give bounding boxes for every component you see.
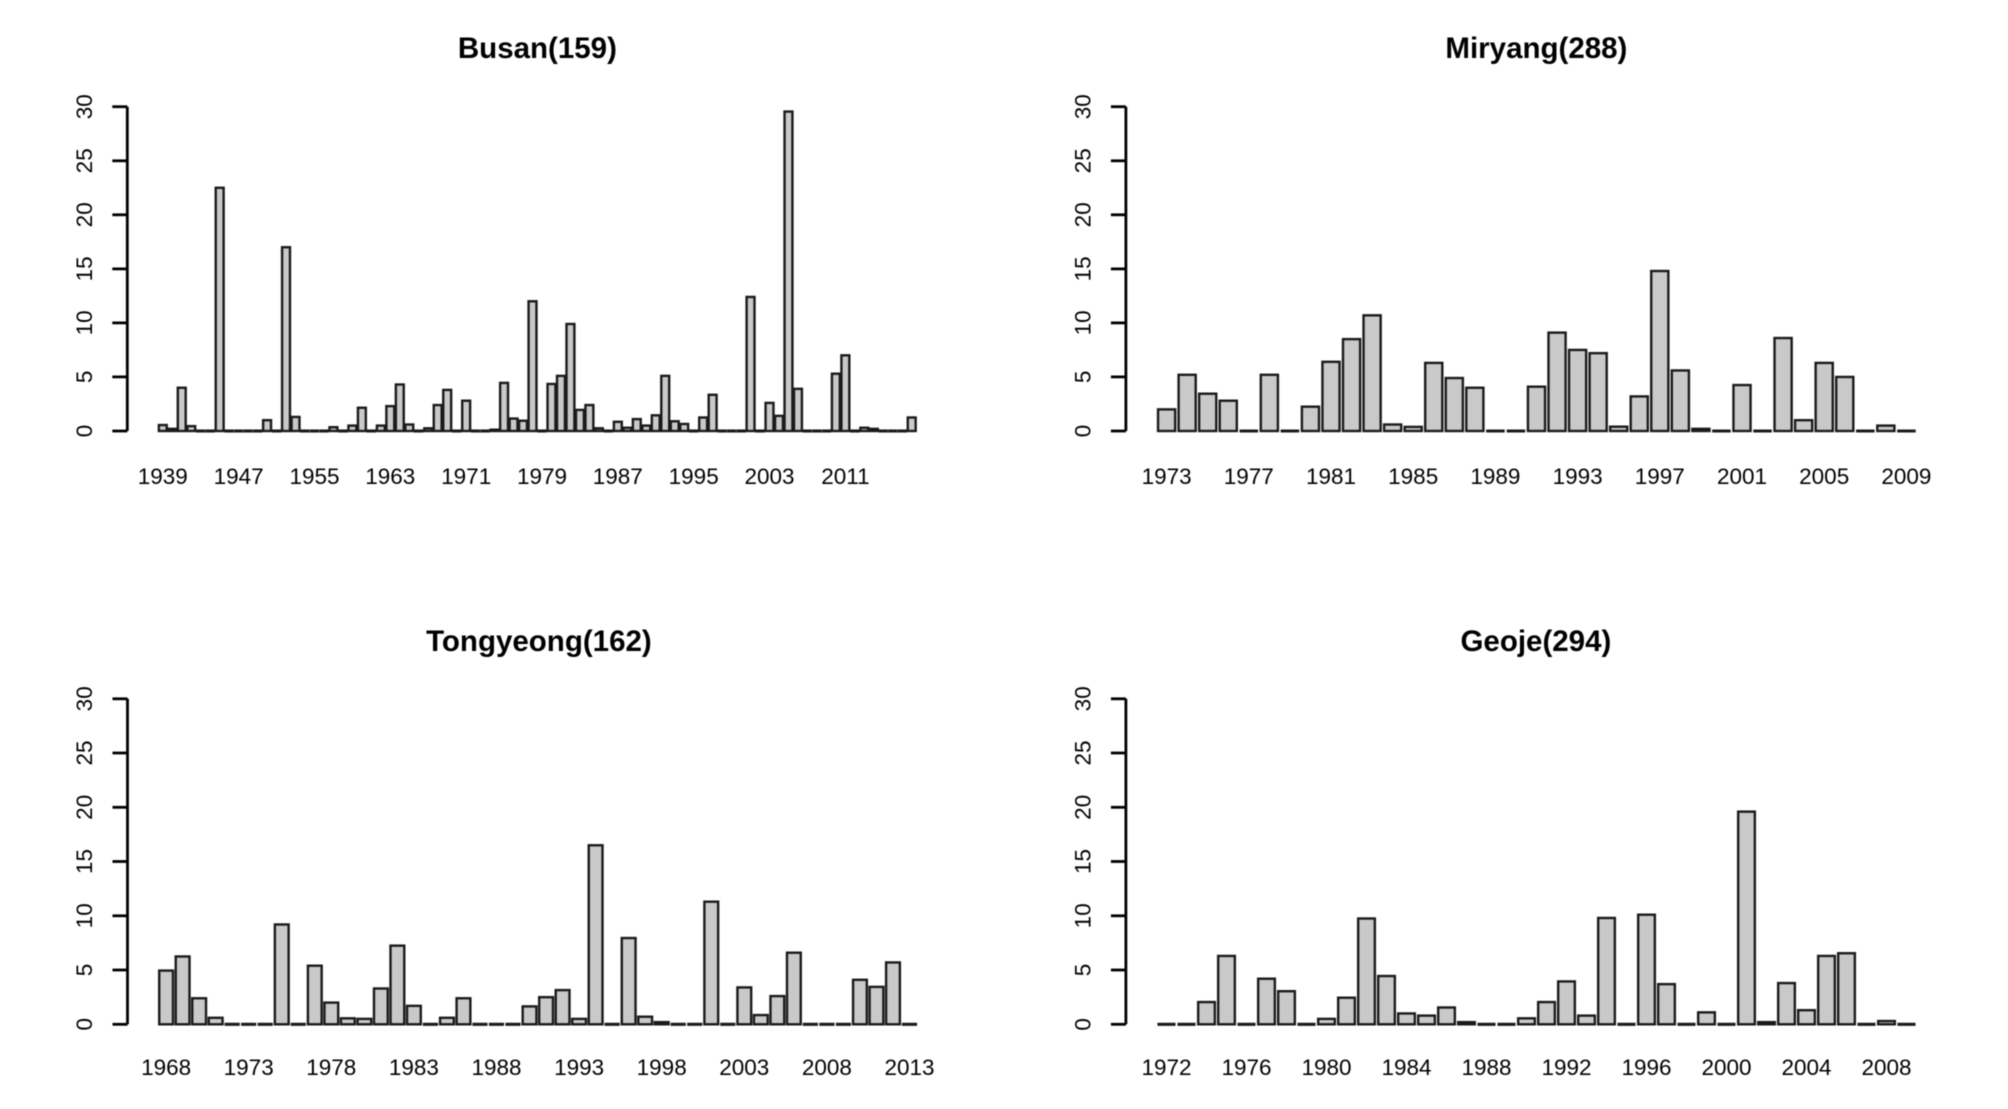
svg-text:Geoje(294): Geoje(294) <box>1460 625 1611 658</box>
svg-text:10: 10 <box>72 903 97 928</box>
svg-text:5: 5 <box>72 964 97 977</box>
svg-text:Miryang(288): Miryang(288) <box>1445 32 1627 65</box>
svg-text:1939: 1939 <box>138 464 188 489</box>
svg-text:20: 20 <box>1071 202 1096 227</box>
svg-text:25: 25 <box>1071 148 1096 173</box>
svg-text:1988: 1988 <box>471 1055 521 1080</box>
svg-text:1983: 1983 <box>389 1055 439 1080</box>
svg-text:10: 10 <box>1071 310 1096 335</box>
svg-text:1972: 1972 <box>1141 1055 1191 1080</box>
svg-text:1987: 1987 <box>593 464 643 489</box>
svg-text:15: 15 <box>72 256 97 281</box>
svg-text:2011: 2011 <box>821 464 869 489</box>
svg-text:30: 30 <box>72 94 97 119</box>
svg-text:5: 5 <box>1071 371 1096 384</box>
svg-text:25: 25 <box>1071 740 1096 765</box>
svg-text:1985: 1985 <box>1388 464 1438 489</box>
svg-text:2003: 2003 <box>744 464 794 489</box>
svg-text:1993: 1993 <box>554 1055 604 1080</box>
svg-text:2009: 2009 <box>1881 464 1931 489</box>
svg-text:1978: 1978 <box>306 1055 356 1080</box>
svg-text:1973: 1973 <box>1142 464 1192 489</box>
svg-text:2003: 2003 <box>719 1055 769 1080</box>
svg-text:1976: 1976 <box>1221 1055 1271 1080</box>
svg-text:5: 5 <box>72 371 97 384</box>
svg-text:15: 15 <box>72 849 97 874</box>
svg-text:2008: 2008 <box>802 1055 852 1080</box>
svg-text:20: 20 <box>72 795 97 820</box>
svg-text:1984: 1984 <box>1381 1055 1431 1080</box>
svg-text:1989: 1989 <box>1470 464 1520 489</box>
svg-text:10: 10 <box>72 310 97 335</box>
svg-text:20: 20 <box>1071 795 1096 820</box>
svg-text:2004: 2004 <box>1781 1055 1831 1080</box>
svg-text:1963: 1963 <box>365 464 415 489</box>
svg-text:1968: 1968 <box>141 1055 191 1080</box>
svg-text:2005: 2005 <box>1799 464 1849 489</box>
svg-text:30: 30 <box>72 686 97 711</box>
svg-text:15: 15 <box>1071 849 1096 874</box>
svg-text:1998: 1998 <box>637 1055 687 1080</box>
svg-text:Tongyeong(162): Tongyeong(162) <box>426 625 652 658</box>
svg-text:1947: 1947 <box>214 464 264 489</box>
svg-text:0: 0 <box>1071 1018 1096 1031</box>
svg-text:0: 0 <box>72 425 97 438</box>
svg-text:1973: 1973 <box>224 1055 274 1080</box>
svg-text:1980: 1980 <box>1301 1055 1351 1080</box>
svg-text:1995: 1995 <box>669 464 719 489</box>
svg-text:10: 10 <box>1071 903 1096 928</box>
svg-text:1996: 1996 <box>1621 1055 1671 1080</box>
svg-text:1997: 1997 <box>1635 464 1685 489</box>
svg-text:1988: 1988 <box>1461 1055 1511 1080</box>
svg-text:1979: 1979 <box>517 464 567 489</box>
svg-text:1981: 1981 <box>1306 464 1356 489</box>
svg-text:0: 0 <box>72 1018 97 1031</box>
svg-text:1955: 1955 <box>289 464 339 489</box>
svg-text:1977: 1977 <box>1224 464 1274 489</box>
svg-text:5: 5 <box>1071 964 1096 977</box>
svg-text:0: 0 <box>1071 425 1096 438</box>
svg-text:25: 25 <box>72 740 97 765</box>
svg-text:1971: 1971 <box>441 464 491 489</box>
svg-text:20: 20 <box>72 202 97 227</box>
svg-text:Busan(159): Busan(159) <box>458 32 617 65</box>
svg-text:2013: 2013 <box>884 1055 934 1080</box>
svg-text:1992: 1992 <box>1541 1055 1591 1080</box>
svg-text:25: 25 <box>72 148 97 173</box>
svg-text:1993: 1993 <box>1553 464 1603 489</box>
svg-text:30: 30 <box>1071 686 1096 711</box>
svg-text:30: 30 <box>1071 94 1096 119</box>
svg-text:2000: 2000 <box>1701 1055 1751 1080</box>
svg-text:2008: 2008 <box>1861 1055 1911 1080</box>
svg-text:2001: 2001 <box>1717 464 1767 489</box>
svg-text:15: 15 <box>1071 256 1096 281</box>
